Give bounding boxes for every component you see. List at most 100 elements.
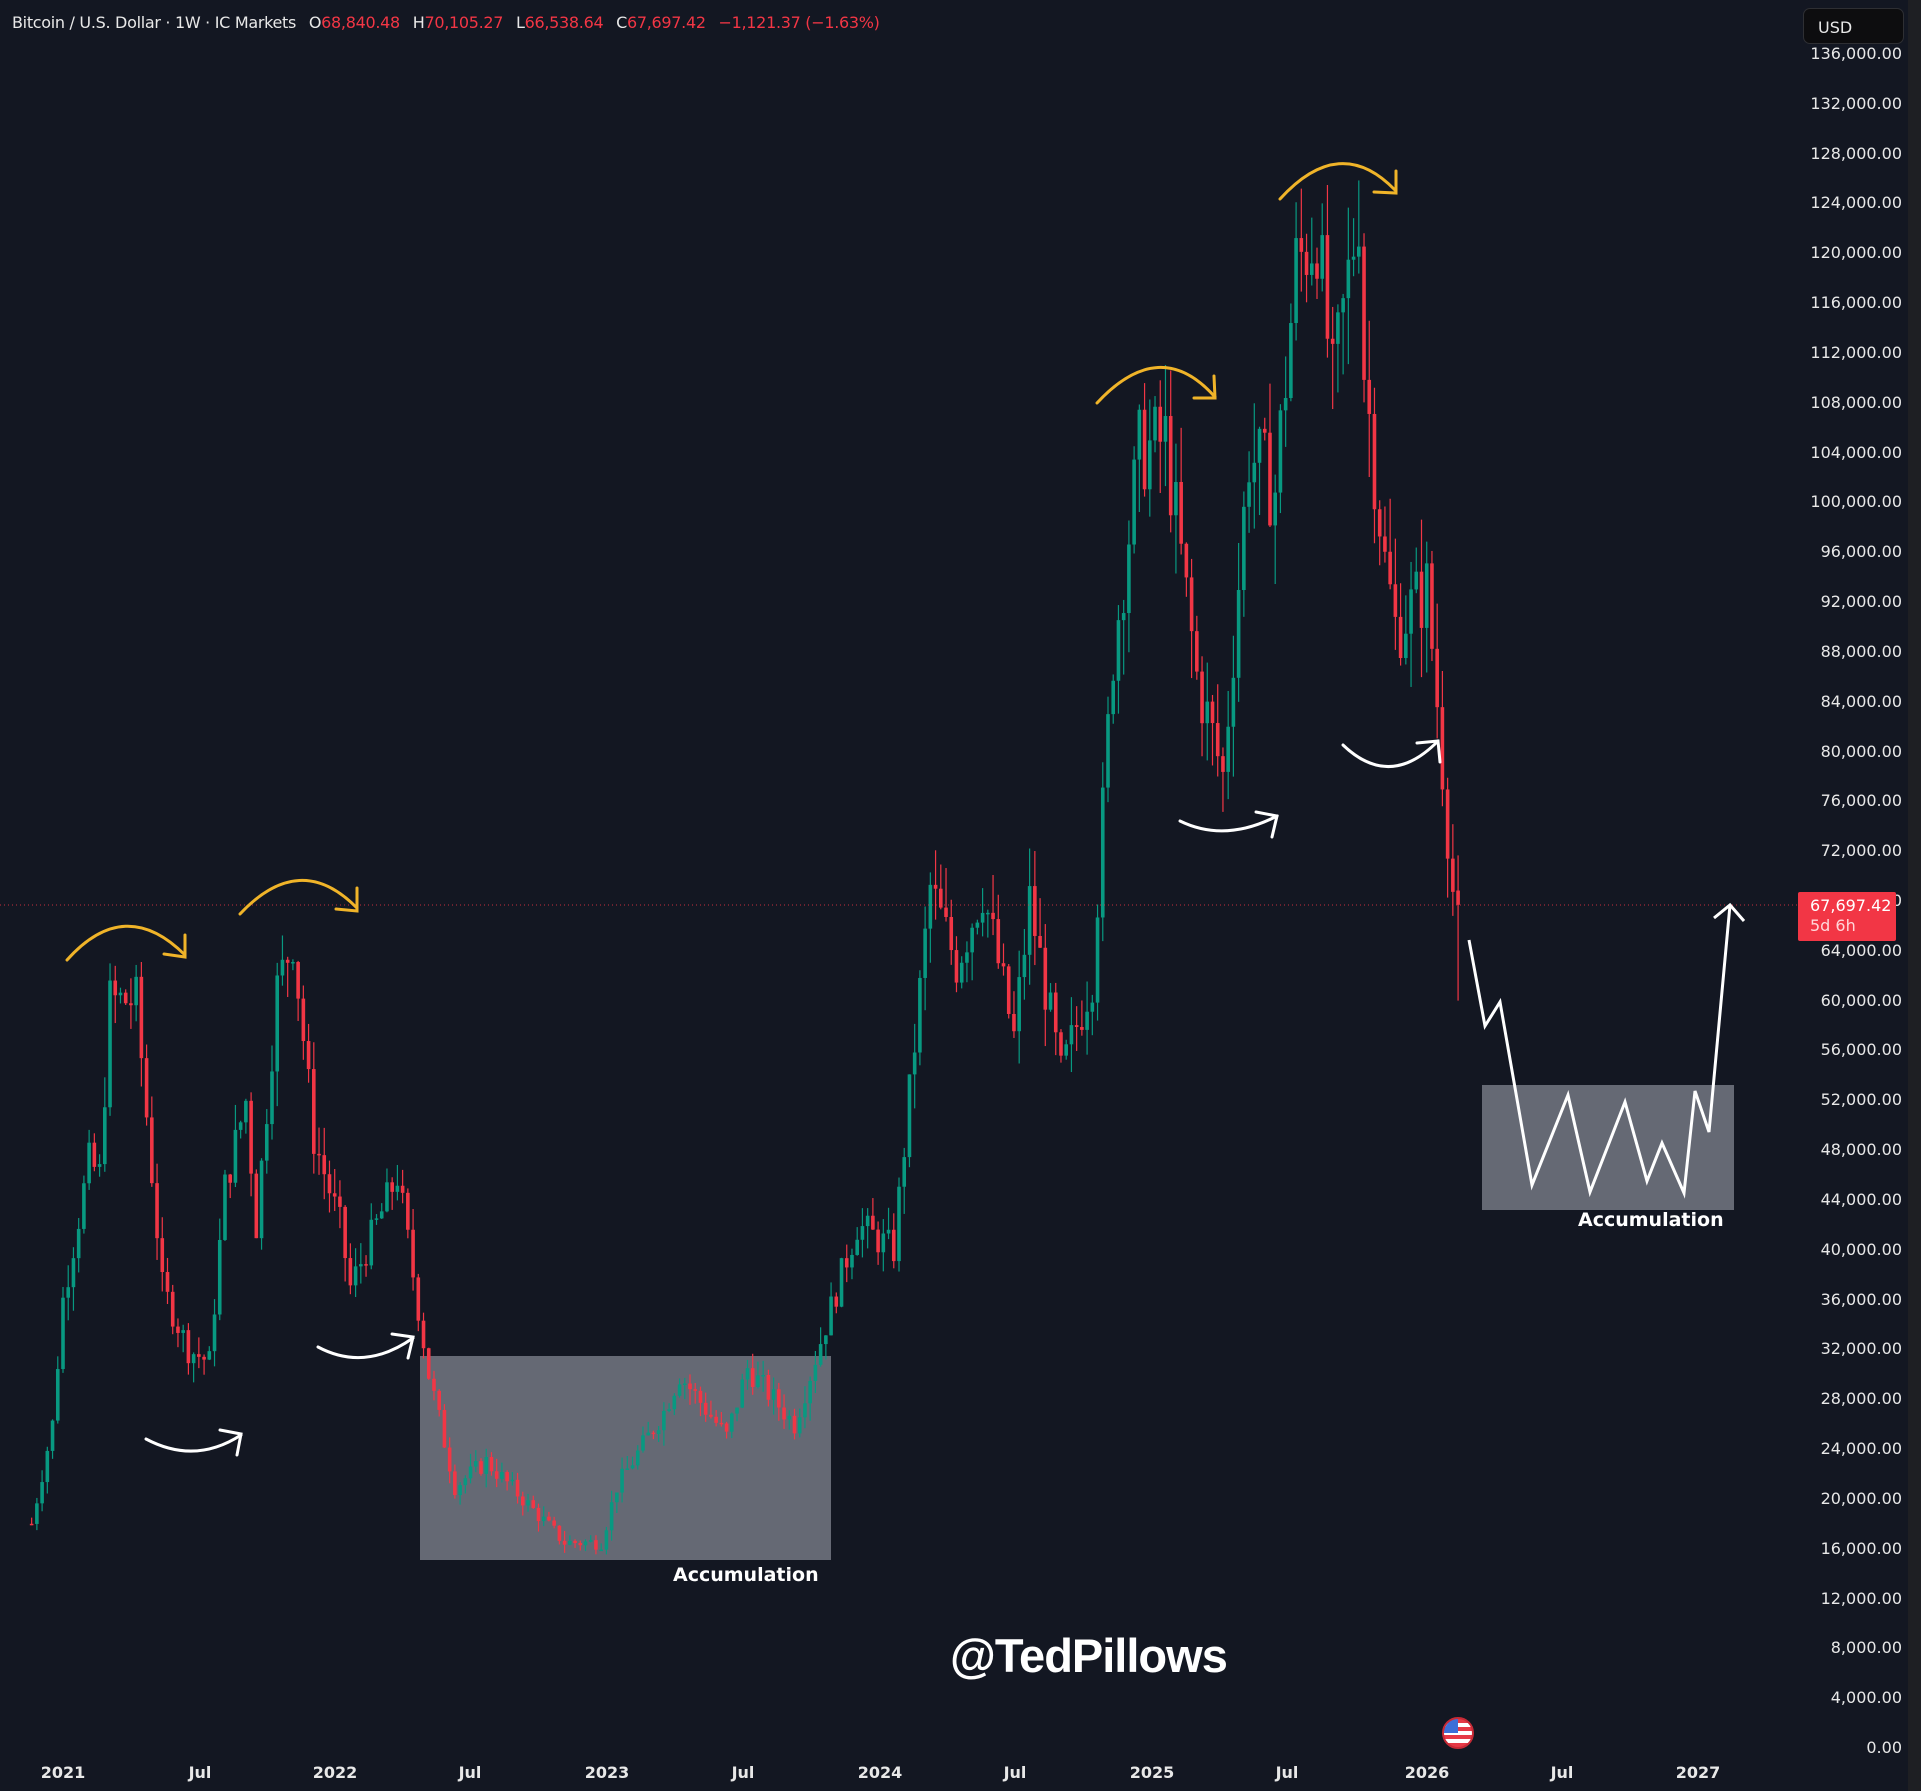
time-axis-tick: 2027 bbox=[1675, 1763, 1721, 1782]
candle-body bbox=[959, 962, 964, 983]
candle-body bbox=[379, 1211, 384, 1219]
candle-body bbox=[186, 1330, 191, 1364]
arc-arrow-icon bbox=[1095, 365, 1217, 405]
price-axis-tick: 24,000.00 bbox=[1820, 1439, 1902, 1459]
candle-body bbox=[682, 1383, 687, 1385]
arc-arrow-icon bbox=[144, 1433, 243, 1453]
arrowhead-icon bbox=[1192, 374, 1217, 400]
candle-body bbox=[1095, 917, 1100, 1003]
candlestick-series bbox=[29, 180, 1460, 1531]
candle-body bbox=[928, 884, 933, 929]
candle-body bbox=[223, 1174, 227, 1240]
candle-body bbox=[986, 912, 990, 915]
candle-body bbox=[1027, 886, 1032, 955]
candle-body bbox=[625, 1468, 630, 1470]
candle-body bbox=[291, 962, 295, 964]
symbol-legend[interactable]: Bitcoin / U.S. Dollar · 1W · IC Markets … bbox=[12, 13, 880, 32]
candle-body bbox=[1001, 963, 1006, 967]
candle-body bbox=[1184, 543, 1189, 578]
accumulation-label-left: Accumulation bbox=[673, 1564, 819, 1586]
candle-body bbox=[944, 907, 948, 917]
candle-body bbox=[918, 977, 922, 1053]
top-arc-arrows bbox=[65, 162, 1398, 962]
candle-body bbox=[1367, 379, 1372, 414]
price-axis-tick: 40,000.00 bbox=[1820, 1239, 1902, 1259]
candle-body bbox=[296, 962, 300, 999]
candle-body bbox=[756, 1375, 760, 1387]
candle-body bbox=[562, 1540, 567, 1545]
candle-body bbox=[468, 1466, 473, 1479]
price-axis-tick: 76,000.00 bbox=[1820, 791, 1902, 811]
candle-body bbox=[1048, 992, 1053, 1010]
symbol-name[interactable]: Bitcoin / U.S. Dollar · 1W · IC Markets bbox=[12, 13, 297, 32]
candle-body bbox=[395, 1185, 400, 1192]
candle-body bbox=[557, 1525, 562, 1541]
price-axis-tick: 84,000.00 bbox=[1820, 691, 1902, 711]
candle-body bbox=[1231, 677, 1236, 727]
candle-body bbox=[364, 1264, 368, 1266]
price-axis-tick: 116,000.00 bbox=[1810, 293, 1902, 313]
candle-body bbox=[1294, 238, 1298, 324]
candle-body bbox=[264, 1124, 269, 1161]
candle-body bbox=[651, 1432, 656, 1435]
candle-body bbox=[1153, 406, 1157, 441]
candle-body bbox=[479, 1461, 483, 1474]
candle-body bbox=[447, 1447, 452, 1472]
candle-body bbox=[1111, 680, 1116, 715]
candle-body bbox=[1242, 506, 1246, 590]
candle-body bbox=[108, 980, 112, 1108]
candle-body bbox=[165, 1272, 170, 1292]
candle-body bbox=[1440, 707, 1445, 790]
candle-body bbox=[808, 1380, 812, 1404]
candle-body bbox=[1341, 298, 1345, 313]
candle-body bbox=[176, 1326, 180, 1333]
candle-body bbox=[531, 1500, 536, 1508]
candle-body bbox=[881, 1233, 886, 1253]
time-axis-tick: 2023 bbox=[584, 1763, 630, 1782]
candle-body bbox=[609, 1502, 614, 1531]
candle-body bbox=[740, 1379, 745, 1408]
candle-body bbox=[280, 959, 285, 976]
price-axis-tick: 136,000.00 bbox=[1810, 44, 1902, 63]
us-flag-icon[interactable] bbox=[1442, 1717, 1474, 1749]
candle-body bbox=[207, 1351, 212, 1360]
candle-body bbox=[709, 1414, 713, 1417]
candle-body bbox=[442, 1409, 447, 1448]
candle-body bbox=[411, 1229, 415, 1278]
candle-body bbox=[1409, 589, 1413, 634]
candle-body bbox=[1283, 398, 1288, 411]
candle-body bbox=[129, 1003, 133, 1006]
candle-body bbox=[212, 1314, 217, 1352]
time-axis-tick: Jul bbox=[458, 1763, 482, 1782]
arrowhead-icon bbox=[1254, 810, 1279, 839]
accumulation-box-left[interactable] bbox=[420, 1356, 831, 1560]
candle-body bbox=[353, 1266, 358, 1286]
candle-body bbox=[860, 1226, 865, 1240]
price-scale-border bbox=[1908, 0, 1921, 1791]
candle-body bbox=[155, 1183, 159, 1239]
candle-body bbox=[421, 1320, 426, 1349]
candle-body bbox=[844, 1258, 849, 1268]
candle-body bbox=[902, 1157, 907, 1187]
candle-body bbox=[750, 1368, 755, 1387]
candle-body bbox=[939, 888, 943, 908]
candle-body bbox=[1304, 251, 1309, 275]
candle-body bbox=[259, 1160, 264, 1239]
price-axis-tick: 0.00 bbox=[1866, 1738, 1902, 1757]
price-axis-tick: 108,000.00 bbox=[1810, 392, 1902, 412]
projection-path[interactable] bbox=[1467, 904, 1732, 1199]
candle-body bbox=[463, 1478, 468, 1486]
candle-body bbox=[980, 912, 985, 923]
candle-body bbox=[766, 1374, 771, 1400]
candle-body bbox=[1393, 584, 1398, 617]
candle-body bbox=[1210, 701, 1215, 724]
candle-body bbox=[500, 1472, 504, 1479]
candle-body bbox=[876, 1229, 880, 1253]
price-axis-tick: 132,000.00 bbox=[1810, 93, 1902, 113]
candle-body bbox=[954, 950, 959, 983]
currency-button[interactable]: USD bbox=[1803, 8, 1904, 44]
candle-body bbox=[1435, 648, 1439, 708]
candle-body bbox=[87, 1142, 91, 1184]
bottom-arc-arrows bbox=[144, 739, 1442, 1457]
